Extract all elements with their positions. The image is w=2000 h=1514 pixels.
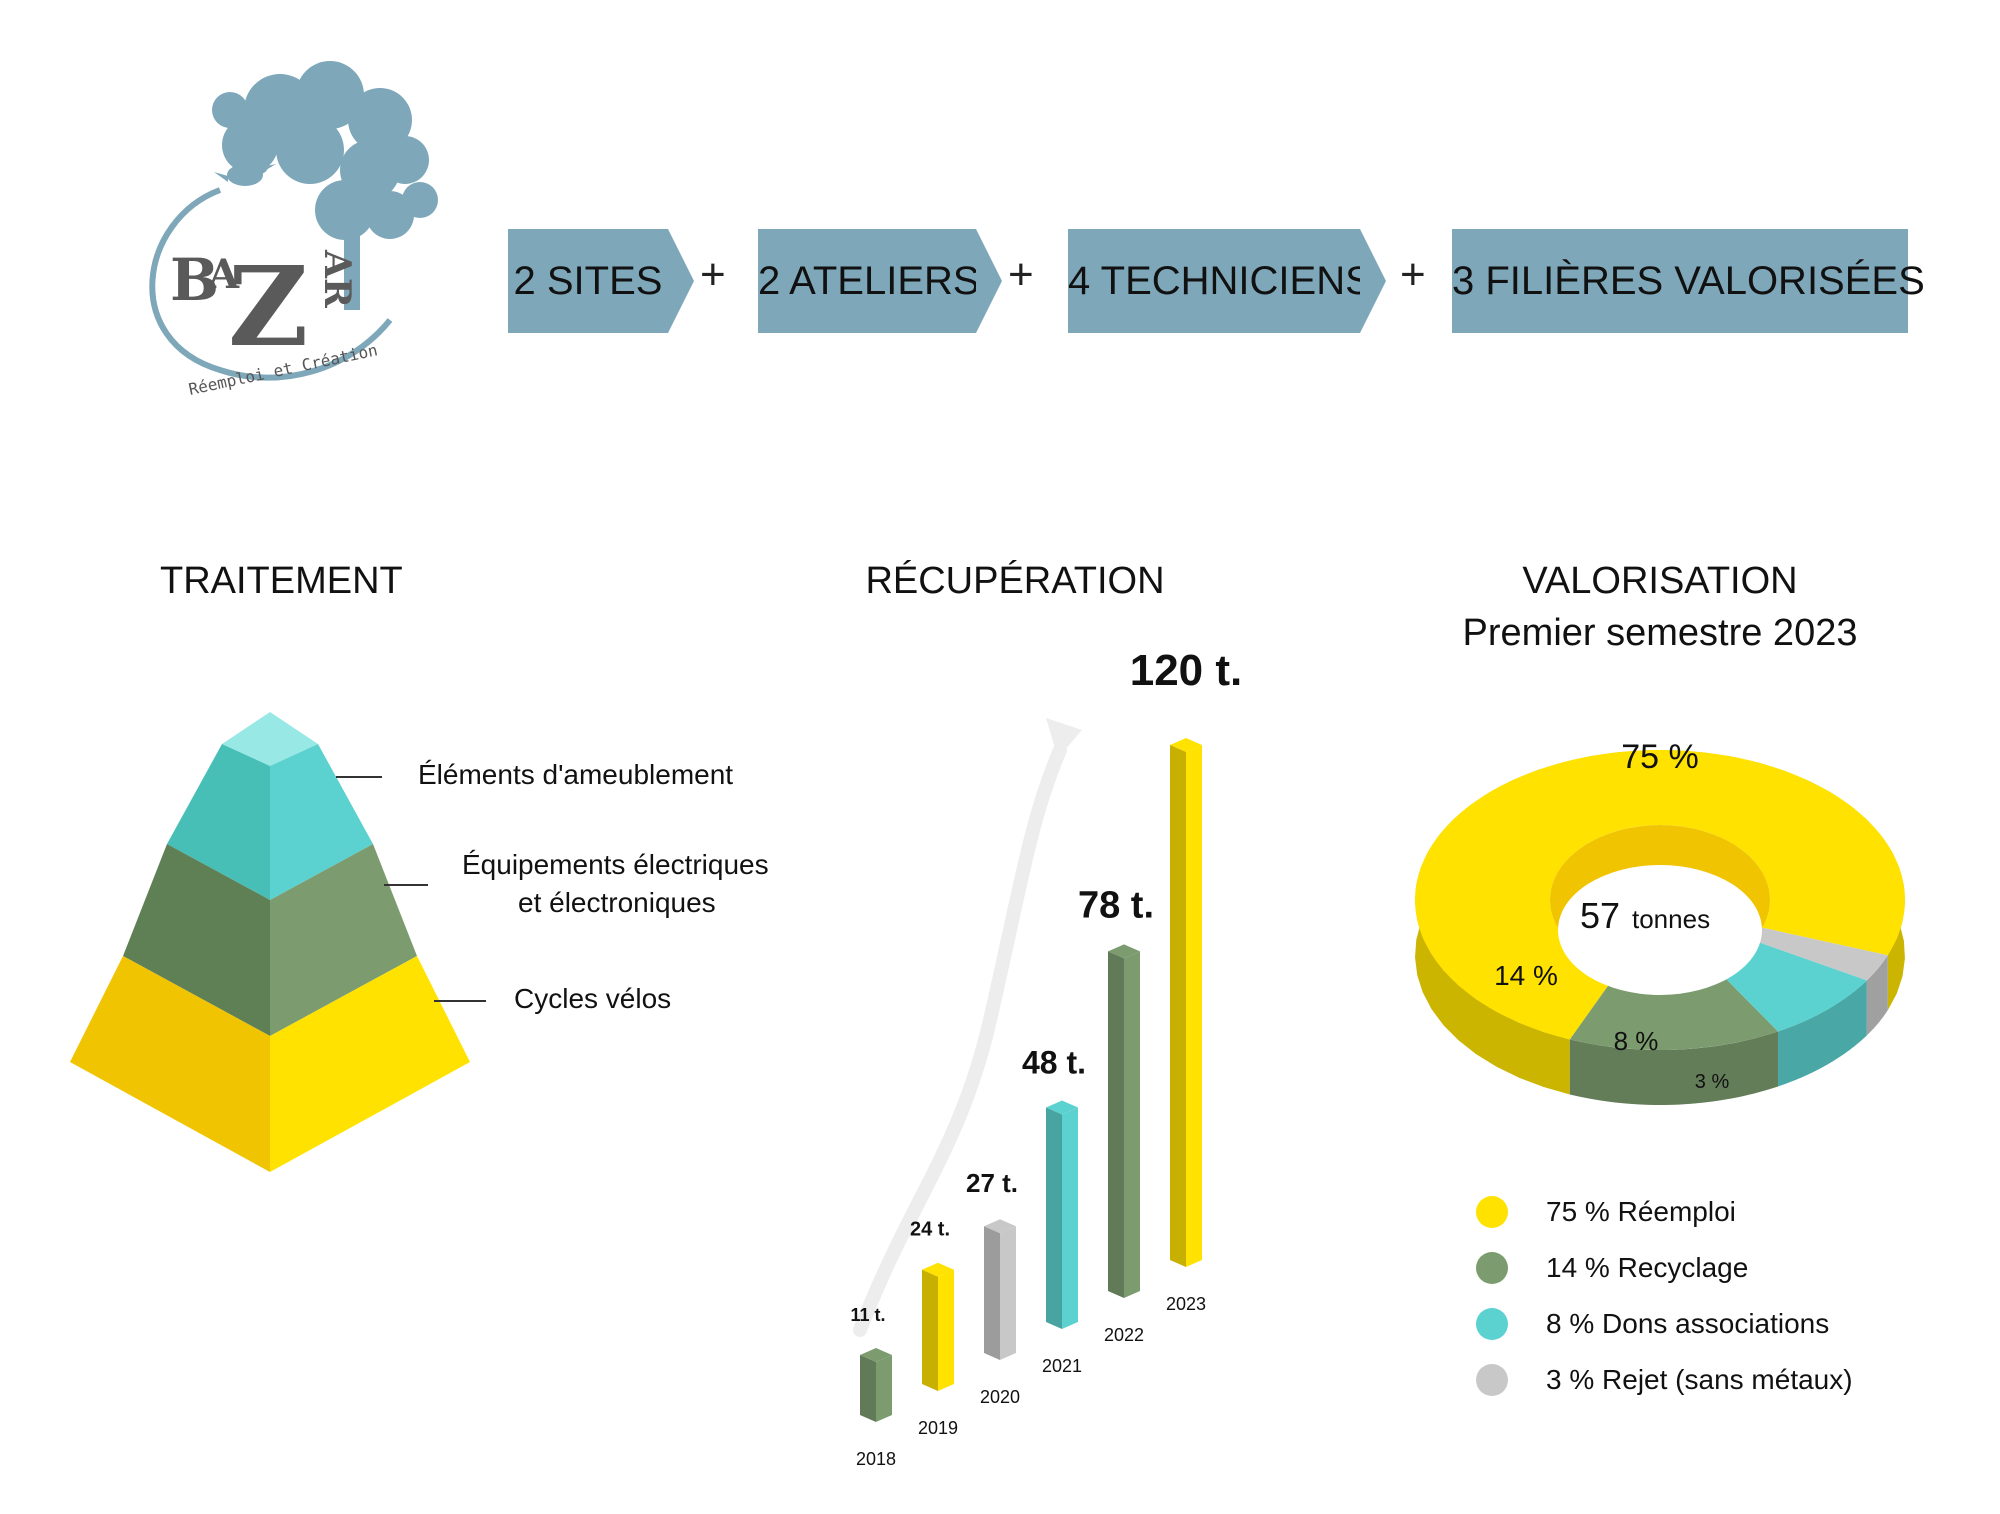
pyramid-level-2-left (123, 844, 270, 1036)
donut-center-unit: tonnes (1632, 904, 1710, 934)
donut-slice-dons (1712, 940, 1867, 1032)
metric-sites: 2 SITES (508, 229, 668, 333)
leader-line-3 (434, 1000, 486, 1002)
donut-wall-rejet (1866, 955, 1888, 1036)
bar-2022 (1108, 944, 1140, 1298)
metric-sites-label: 2 SITES (513, 259, 663, 303)
bar-right-face (938, 1269, 954, 1391)
svg-text:A: A (207, 251, 240, 298)
bar-2020 (984, 1219, 1016, 1360)
bar-right-face (1062, 1107, 1078, 1329)
bar-year-label: 2018 (856, 1449, 896, 1469)
tree-icon (212, 61, 438, 310)
traitement-title: TRAITEMENT (160, 560, 403, 602)
metric-techniciens-label: 4 TECHNICIENS (1068, 259, 1372, 303)
donut-slice-label: 8 % (1614, 1026, 1659, 1056)
bar-value-label: 120 t. (1130, 646, 1243, 695)
bar-left-face (860, 1355, 876, 1422)
metric-techniciens: 4 TECHNICIENS (1068, 229, 1372, 333)
bar-2023 (1170, 738, 1202, 1267)
bar-right-face (1186, 745, 1202, 1267)
metric-ateliers-label: 2 ATELIERS (758, 259, 980, 303)
arrow-tip (1360, 229, 1386, 333)
pyramid-level-2-right (270, 844, 417, 1036)
pyramid-label-ameublement: Éléments d'ameublement (418, 759, 734, 790)
recuperation-bar-chart: 2018 11 t. 2019 24 t. 2020 27 t. 2021 48 t. 2022… (850, 646, 1243, 1469)
legend-dot-yellow-icon (1476, 1196, 1508, 1228)
growth-arrow (853, 743, 1067, 1337)
leader-line-1 (336, 776, 382, 778)
bar-year-label: 2023 (1166, 1294, 1206, 1314)
pyramid-level-3-left (70, 956, 270, 1172)
metric-ateliers: 2 ATELIERS (758, 229, 980, 333)
legend-dot-teal-icon (1476, 1308, 1508, 1340)
plus-sign-1: + (700, 250, 726, 299)
bar-right-face (1000, 1226, 1016, 1360)
pyramid-level-1-right (270, 744, 373, 900)
valorisation-donut-chart: 75 % 14 % 8 % 3 % 57 tonnes (1415, 738, 1905, 1105)
growth-arrow-head (1046, 718, 1082, 758)
valorisation-title: VALORISATION (1522, 560, 1798, 602)
bar-year-label: 2021 (1042, 1356, 1082, 1376)
bar-year-label: 2022 (1104, 1325, 1144, 1345)
bazar-logo: B A Z AR etc. Réemploi et Création (149, 61, 438, 399)
legend-label: 8 % Dons associations (1546, 1308, 1830, 1339)
metric-filieres-label: 3 FILIÈRES VALORISÉES (1452, 259, 1925, 303)
recuperation-title: RÉCUPÉRATION (865, 560, 1165, 602)
plus-sign-2: + (1008, 250, 1034, 299)
bar-top (1046, 1100, 1078, 1115)
pyramid-level-1-left (167, 744, 270, 900)
donut-center-value: 57 (1580, 895, 1620, 936)
pyramid-label-deee-2: et électroniques (518, 887, 716, 918)
donut-slice-réemploi (1415, 750, 1905, 1040)
pyramid-top-cap (222, 712, 318, 766)
bar-left-face (984, 1226, 1000, 1360)
bar-left-face (1108, 951, 1124, 1298)
logo-etc: etc. (280, 305, 310, 324)
arrow-tip (668, 229, 694, 333)
legend-label: 3 % Rejet (sans métaux) (1546, 1364, 1853, 1395)
bar-right-face (876, 1355, 892, 1422)
bar-left-face (922, 1269, 938, 1391)
donut-wall-recyclage (1569, 1031, 1779, 1105)
bar-left-face (1170, 745, 1186, 1267)
bar-right-face (1124, 951, 1140, 1298)
svg-text:AR: AR (316, 249, 358, 309)
valorisation-subtitle: Premier semestre 2023 (1462, 612, 1858, 654)
bar-left-face (1046, 1107, 1062, 1329)
bar-value-label: 78 t. (1078, 884, 1154, 926)
arrow-tip (976, 229, 1002, 333)
bar-top (922, 1262, 954, 1277)
bar-value-label: 24 t. (910, 1219, 950, 1241)
donut-hole (1558, 865, 1762, 995)
bar-2018 (860, 1348, 892, 1422)
bar-value-label: 48 t. (1022, 1045, 1086, 1081)
donut-slice-label: 75 % (1621, 738, 1699, 776)
legend-label: 14 % Recyclage (1546, 1252, 1749, 1283)
metric-filieres: 3 FILIÈRES VALORISÉES (1452, 229, 1925, 333)
legend-dot-green-icon (1476, 1252, 1508, 1284)
plus-sign-3: + (1400, 250, 1426, 299)
bar-year-label: 2020 (980, 1387, 1020, 1407)
donut-slice-label: 3 % (1695, 1071, 1730, 1093)
pyramid-label-deee-1: Équipements électriques (462, 849, 769, 880)
svg-text:Z: Z (228, 242, 308, 371)
bar-year-label: 2019 (918, 1418, 958, 1438)
pyramid-label-cycles: Cycles vélos (514, 983, 672, 1014)
donut-slice-rejet (1752, 927, 1888, 981)
bar-value-label: 27 t. (966, 1168, 1018, 1198)
svg-text:B: B (170, 246, 219, 314)
pyramid-level-3-right (270, 956, 470, 1172)
bird-icon (214, 158, 276, 186)
traitement-pyramid (70, 712, 470, 1172)
bar-value-label: 11 t. (850, 1305, 885, 1325)
bar-2021 (1046, 1100, 1078, 1329)
leader-line-2 (384, 884, 428, 886)
donut-wall-dons (1778, 980, 1867, 1087)
legend-label: 75 % Réemploi (1546, 1196, 1736, 1227)
bar-2019 (922, 1262, 954, 1391)
bar-top (984, 1219, 1016, 1234)
legend-dot-grey-icon (1476, 1364, 1508, 1396)
donut-slice-label: 14 % (1494, 960, 1558, 991)
